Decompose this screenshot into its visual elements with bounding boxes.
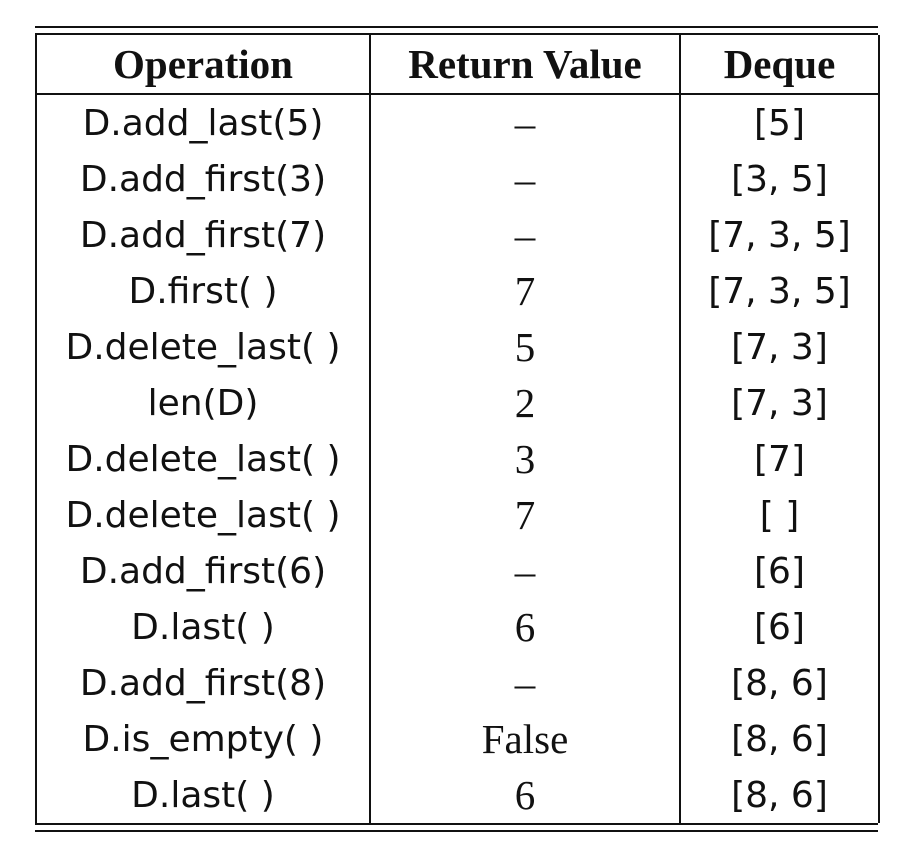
deque-operations-table: Operation Return Value Deque D.add_last(… (35, 26, 880, 832)
return-value-cell: – (369, 543, 681, 599)
deque-cell: [6] (679, 543, 880, 599)
top-double-rule (35, 26, 878, 35)
operation-cell: D.last( ) (35, 767, 371, 823)
table-row: D.last( ) 6 [8, 6] (35, 767, 880, 823)
deque-cell: [8, 6] (679, 655, 880, 711)
deque-cell: [7, 3] (679, 319, 880, 375)
operation-cell: D.first( ) (35, 263, 371, 319)
table-row: D.add_first(8) – [8, 6] (35, 655, 880, 711)
deque-cell: [7, 3] (679, 375, 880, 431)
return-value-cell: 2 (369, 375, 681, 431)
table-row: len(D) 2 [7, 3] (35, 375, 880, 431)
return-value-cell: – (369, 655, 681, 711)
deque-cell: [7, 3, 5] (679, 263, 880, 319)
table-row: D.add_first(3) – [3, 5] (35, 151, 880, 207)
bottom-double-rule (35, 823, 878, 832)
return-value-cell: False (369, 711, 681, 767)
deque-cell: [8, 6] (679, 767, 880, 823)
table-row: D.delete_last( ) 5 [7, 3] (35, 319, 880, 375)
table-row: D.add_first(7) – [7, 3, 5] (35, 207, 880, 263)
header-row: Operation Return Value Deque (35, 35, 880, 95)
table-body: Operation Return Value Deque D.add_last(… (35, 35, 880, 823)
operation-cell: D.add_first(8) (35, 655, 371, 711)
operation-cell: D.delete_last( ) (35, 487, 371, 543)
return-value-cell: 7 (369, 487, 681, 543)
table-row: D.delete_last( ) 7[ ] (35, 487, 880, 543)
header-return-value: Return Value (369, 35, 681, 95)
operation-cell: D.add_first(3) (35, 151, 371, 207)
return-value-cell: 7 (369, 263, 681, 319)
return-value-cell: – (369, 207, 681, 263)
deque-cell: [8, 6] (679, 711, 880, 767)
deque-cell: [7, 3, 5] (679, 207, 880, 263)
return-value-cell: 3 (369, 431, 681, 487)
table-row: D.add_first(6) – [6] (35, 543, 880, 599)
deque-cell: [ ] (679, 487, 880, 543)
operation-cell: D.add_last(5) (35, 94, 371, 151)
return-value-cell: 5 (369, 319, 681, 375)
deque-cell: [6] (679, 599, 880, 655)
header-operation: Operation (35, 35, 371, 95)
table-row: D.add_last(5) – [5] (35, 94, 880, 151)
operation-cell: D.delete_last( ) (35, 431, 371, 487)
return-value-cell: 6 (369, 599, 681, 655)
header-deque: Deque (679, 35, 880, 95)
return-value-cell: – (369, 94, 681, 151)
operation-cell: len(D) (35, 375, 371, 431)
operation-cell: D.delete_last( ) (35, 319, 371, 375)
operation-cell: D.add_first(7) (35, 207, 371, 263)
deque-cell: [3, 5] (679, 151, 880, 207)
deque-cell: [7] (679, 431, 880, 487)
return-value-cell: 6 (369, 767, 681, 823)
table-row: D.last( ) 6 [6] (35, 599, 880, 655)
table-row: D.delete_last( ) 3 [7] (35, 431, 880, 487)
return-value-cell: – (369, 151, 681, 207)
table-row: D.first( ) 7 [7, 3, 5] (35, 263, 880, 319)
operation-cell: D.is_empty( ) (35, 711, 371, 767)
deque-cell: [5] (679, 94, 880, 151)
operation-cell: D.add_first(6) (35, 543, 371, 599)
operation-cell: D.last( ) (35, 599, 371, 655)
table-row: D.is_empty( ) False [8, 6] (35, 711, 880, 767)
